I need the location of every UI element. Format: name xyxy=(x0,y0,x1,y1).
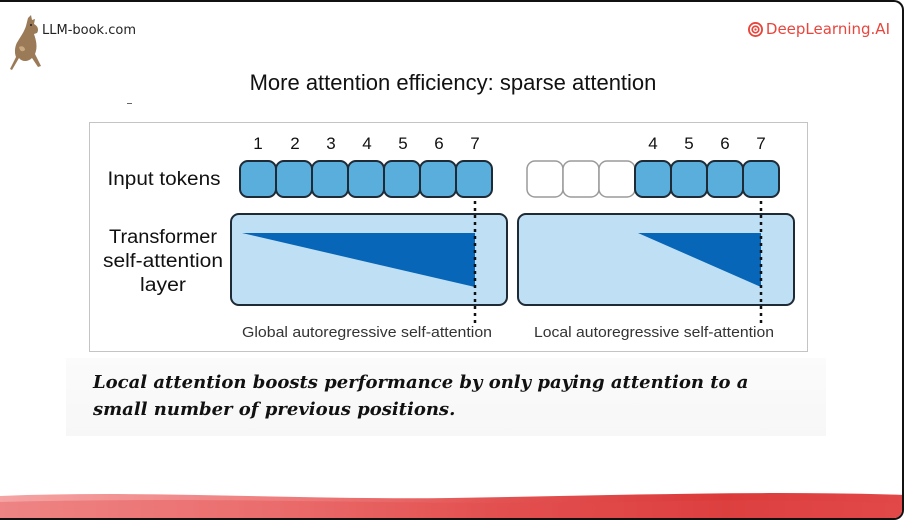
brand-right-label: DeepLearning.AI xyxy=(765,20,890,38)
local-token-number-4: 4 xyxy=(648,134,657,153)
local-empty-token xyxy=(562,160,600,198)
global-token-number-7: 7 xyxy=(470,134,479,153)
local-caption: Local autoregressive self-attention xyxy=(534,324,774,341)
decorative-tick xyxy=(127,103,132,104)
global-caption: Global autoregressive self-attention xyxy=(242,324,492,341)
global-input-tokens xyxy=(239,160,493,198)
brand-right: DeepLearning.AI xyxy=(747,20,890,38)
global-token-number-6: 6 xyxy=(434,134,443,153)
slide-caption: Local attention boosts performance by on… xyxy=(93,372,749,420)
deeplearning-ai-logo-icon xyxy=(747,21,763,37)
global-token-numbers: 1 2 3 4 5 6 7 xyxy=(253,134,479,153)
local-empty-token xyxy=(598,160,636,198)
caption-area: Local attention boosts performance by on… xyxy=(66,358,826,436)
local-token-numbers: 4 5 6 7 xyxy=(648,134,765,153)
slide-title: More attention efficiency: sparse attent… xyxy=(249,70,657,95)
local-token-5 xyxy=(670,160,708,198)
attention-diagram-svg: Input tokens Transformer self-attention … xyxy=(103,134,795,341)
local-token-number-6: 6 xyxy=(720,134,729,153)
kangaroo-logo-icon xyxy=(10,15,41,70)
label-layer: layer xyxy=(140,275,187,296)
global-token-3 xyxy=(311,160,349,198)
global-token-1 xyxy=(239,160,277,198)
local-token-7 xyxy=(742,160,780,198)
label-self-attention: self-attention xyxy=(103,251,223,272)
footer-decoration xyxy=(0,493,902,518)
global-token-number-2: 2 xyxy=(290,134,299,153)
local-token-4 xyxy=(634,160,672,198)
local-input-tokens xyxy=(526,160,780,198)
local-attention-triangle xyxy=(638,233,761,287)
local-token-number-7: 7 xyxy=(756,134,765,153)
global-token-7 xyxy=(455,160,493,198)
attention-diagram: Input tokens Transformer self-attention … xyxy=(89,122,808,352)
global-token-number-3: 3 xyxy=(326,134,335,153)
label-input-tokens: Input tokens xyxy=(108,169,221,190)
local-token-6 xyxy=(706,160,744,198)
label-transformer: Transformer xyxy=(109,227,218,248)
local-empty-token xyxy=(526,160,564,198)
global-token-number-5: 5 xyxy=(398,134,407,153)
global-token-number-1: 1 xyxy=(253,134,262,153)
global-attention-triangle xyxy=(242,233,475,287)
global-token-number-4: 4 xyxy=(362,134,371,153)
global-token-4 xyxy=(347,160,385,198)
global-token-6 xyxy=(419,160,457,198)
global-token-2 xyxy=(275,160,313,198)
global-token-5 xyxy=(383,160,421,198)
brand-left: LLM-book.com xyxy=(42,23,136,38)
local-token-number-5: 5 xyxy=(684,134,693,153)
